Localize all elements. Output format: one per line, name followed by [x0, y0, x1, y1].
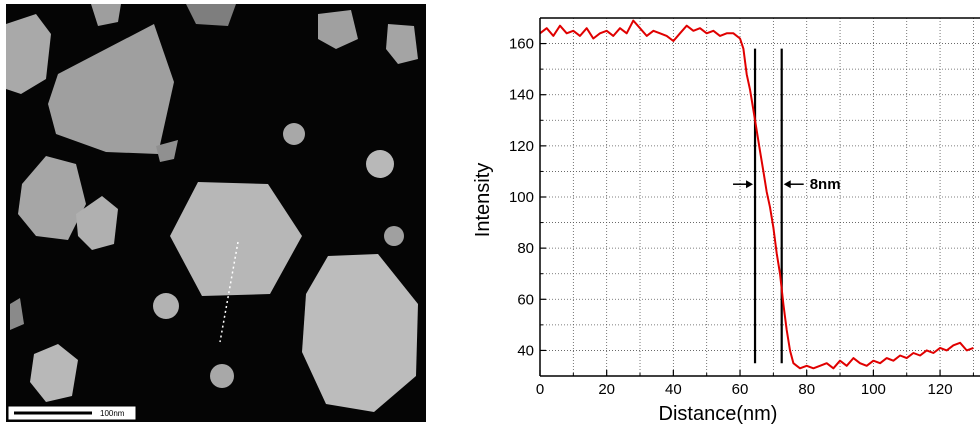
x-tick-label: 100 — [861, 381, 886, 398]
particle — [302, 254, 418, 412]
tick-labels: 0 20 40 60 80 100 120 40 60 80 100 120 140 160 — [509, 36, 953, 398]
y-tick-label: 40 — [517, 342, 534, 359]
intensity-profile-chart: 0 20 40 60 80 100 120 40 60 80 100 120 140 160 8nm Di… — [472, 17, 980, 425]
y-tick-label: 120 — [509, 138, 534, 155]
width-annotation: 8nm — [733, 176, 841, 193]
particle — [48, 24, 174, 154]
x-tick-label: 40 — [665, 381, 682, 398]
particle — [91, 4, 121, 26]
particle — [6, 14, 51, 94]
particle — [30, 344, 78, 402]
y-tick-label: 140 — [509, 87, 534, 104]
particle — [318, 10, 358, 49]
left-arrow-head — [746, 180, 754, 189]
x-tick-label: 20 — [598, 381, 615, 398]
vertical-markers — [753, 48, 783, 364]
particle — [384, 226, 404, 246]
right-arrow-head — [783, 180, 791, 189]
x-tick-label: 60 — [732, 381, 749, 398]
x-axis-title: Distance(nm) — [659, 403, 778, 425]
line-scan-path — [219, 241, 239, 343]
width-label: 8nm — [810, 176, 841, 193]
particle — [186, 4, 236, 26]
particle — [18, 156, 86, 240]
x-tick-label: 0 — [536, 381, 544, 398]
particle — [170, 182, 302, 296]
y-tick-label: 60 — [517, 291, 534, 308]
particle — [386, 24, 418, 64]
particle — [366, 150, 394, 178]
particle — [210, 364, 234, 388]
grid — [540, 18, 980, 376]
scale-bar-label: 100nm — [100, 409, 125, 418]
y-tick-label: 160 — [509, 36, 534, 53]
particle — [156, 140, 178, 162]
plot-frame — [539, 17, 980, 377]
intensity-series-line — [539, 19, 974, 370]
x-tick-label: 80 — [798, 381, 815, 398]
particle — [10, 298, 24, 330]
particle — [153, 293, 179, 319]
y-tick-label: 80 — [517, 240, 534, 257]
x-tick-label: 120 — [928, 381, 953, 398]
y-axis-title: Intensity — [472, 163, 494, 237]
series-layer — [539, 19, 974, 370]
particle — [283, 123, 305, 145]
y-tick-label: 100 — [509, 189, 534, 206]
particle — [76, 196, 118, 250]
micrograph-image: 100nm — [6, 4, 426, 422]
